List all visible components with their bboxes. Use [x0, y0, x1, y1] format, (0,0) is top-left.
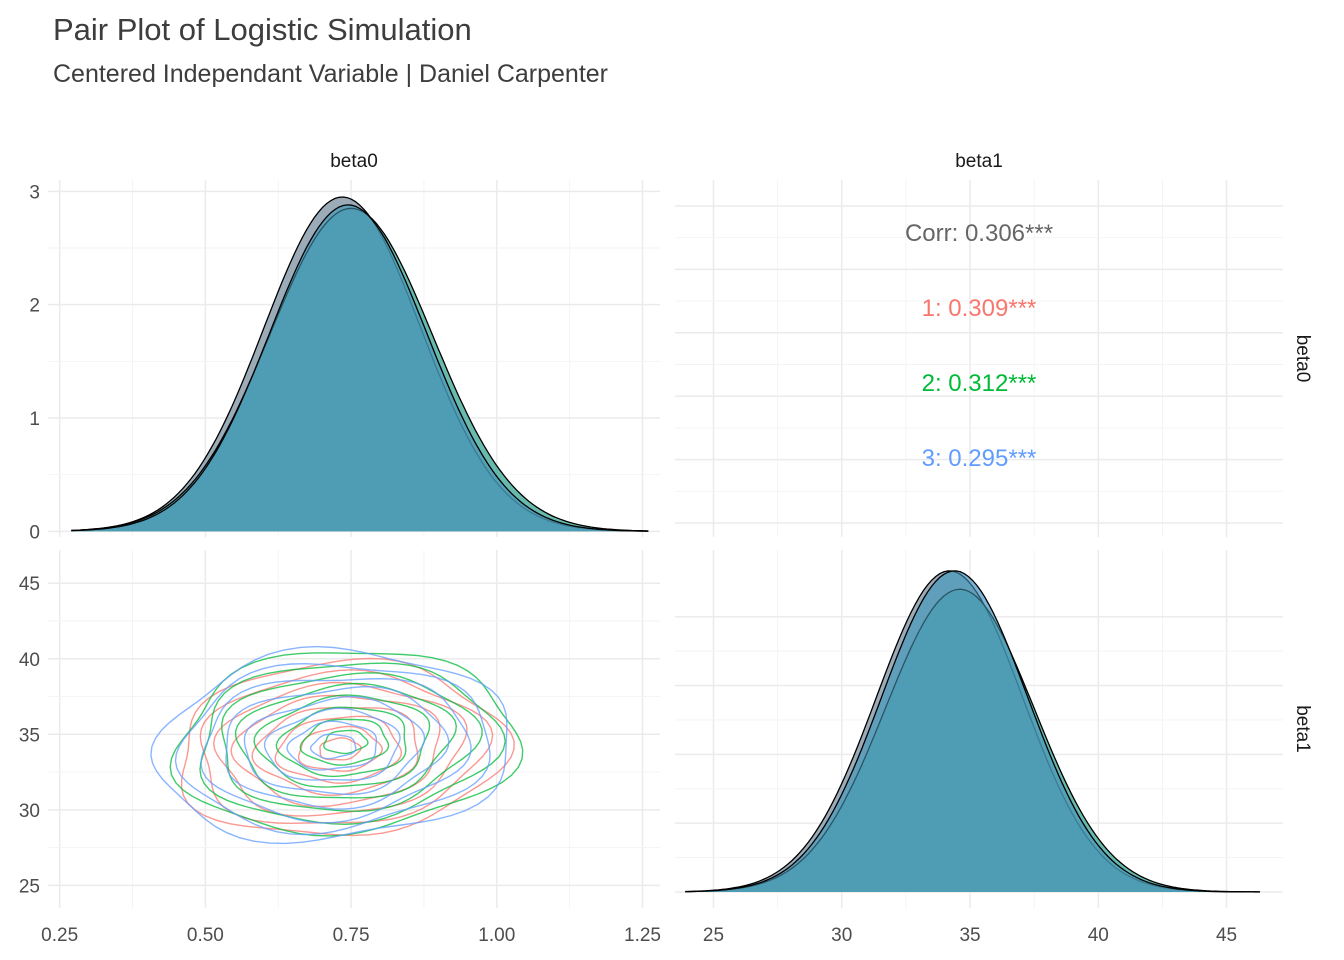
x-tick-label-beta1: 35 — [959, 925, 980, 946]
strip-label-top-beta1: beta1 — [955, 151, 1003, 172]
y-tick-label-density: 3 — [29, 182, 40, 203]
contour-ring-group-1 — [212, 681, 468, 817]
contour-ring-group-2 — [221, 672, 483, 813]
contour-ring-group-1 — [180, 657, 515, 837]
y-tick-label-density: 0 — [29, 522, 40, 543]
corr-group-label-2: 2: 0.312*** — [922, 370, 1037, 397]
y-tick-label-density: 2 — [29, 296, 40, 317]
density-beta0-overlay-3 — [71, 204, 649, 532]
contour-ring-group-2 — [199, 662, 506, 826]
y-tick-label-beta1: 40 — [19, 650, 40, 671]
density-beta1-line-3 — [685, 570, 1260, 893]
x-tick-label-beta0: 0.25 — [41, 925, 78, 946]
contour-ring-group-2 — [169, 652, 524, 837]
x-tick-label-beta1: 45 — [1216, 925, 1237, 946]
contour-ring-group-1 — [199, 669, 494, 825]
corr-group-label-3: 3: 0.295*** — [922, 445, 1037, 472]
contour-ring-group-3 — [263, 707, 401, 781]
corr-overall-label: Corr: 0.306*** — [905, 220, 1053, 247]
y-tick-label-density: 1 — [29, 409, 40, 430]
x-tick-label-beta1: 30 — [831, 925, 852, 946]
y-tick-label-beta1: 35 — [19, 725, 40, 746]
contour-ring-group-1 — [230, 694, 441, 808]
x-tick-label-beta0: 0.75 — [333, 925, 370, 946]
corr-group-label-1: 1: 0.309*** — [922, 295, 1037, 322]
chart-title: Pair Plot of Logistic Simulation — [53, 12, 472, 47]
contour-ring-group-1 — [251, 707, 419, 797]
contour-ring-group-3 — [174, 662, 491, 836]
y-tick-label-beta1: 30 — [19, 801, 40, 822]
contour-ring-group-2 — [299, 718, 390, 766]
strip-label-right-beta1: beta1 — [1292, 705, 1313, 753]
strip-label-right-beta0: beta0 — [1292, 335, 1313, 383]
contour-ring-group-3 — [286, 720, 378, 771]
strip-label-top-beta0: beta0 — [330, 151, 378, 172]
x-tick-label-beta1: 40 — [1088, 925, 1109, 946]
density-beta1-overlay-3 — [685, 570, 1260, 892]
y-tick-label-beta1: 45 — [19, 574, 40, 595]
x-tick-label-beta0: 0.50 — [187, 925, 224, 946]
x-tick-label-beta1: 25 — [703, 925, 724, 946]
y-tick-label-beta1: 25 — [19, 876, 40, 897]
chart-subtitle: Centered Independant Variable | Daniel C… — [53, 60, 609, 88]
contour-ring-group-3 — [150, 645, 508, 845]
contour-ring-group-3 — [243, 695, 426, 796]
density-beta0-line-3 — [71, 204, 649, 532]
contour-ring-group-1 — [319, 737, 362, 761]
contour-ring-group-3 — [309, 733, 357, 760]
contour-ring-group-1 — [297, 725, 383, 772]
x-tick-label-beta0: 1.25 — [624, 925, 661, 946]
contour-ring-group-2 — [275, 706, 407, 778]
contour-ring-group-3 — [200, 677, 472, 824]
contour-ring-group-3 — [225, 685, 450, 810]
contour-ring-group-2 — [253, 694, 431, 788]
x-tick-label-beta0: 1.00 — [478, 925, 515, 946]
